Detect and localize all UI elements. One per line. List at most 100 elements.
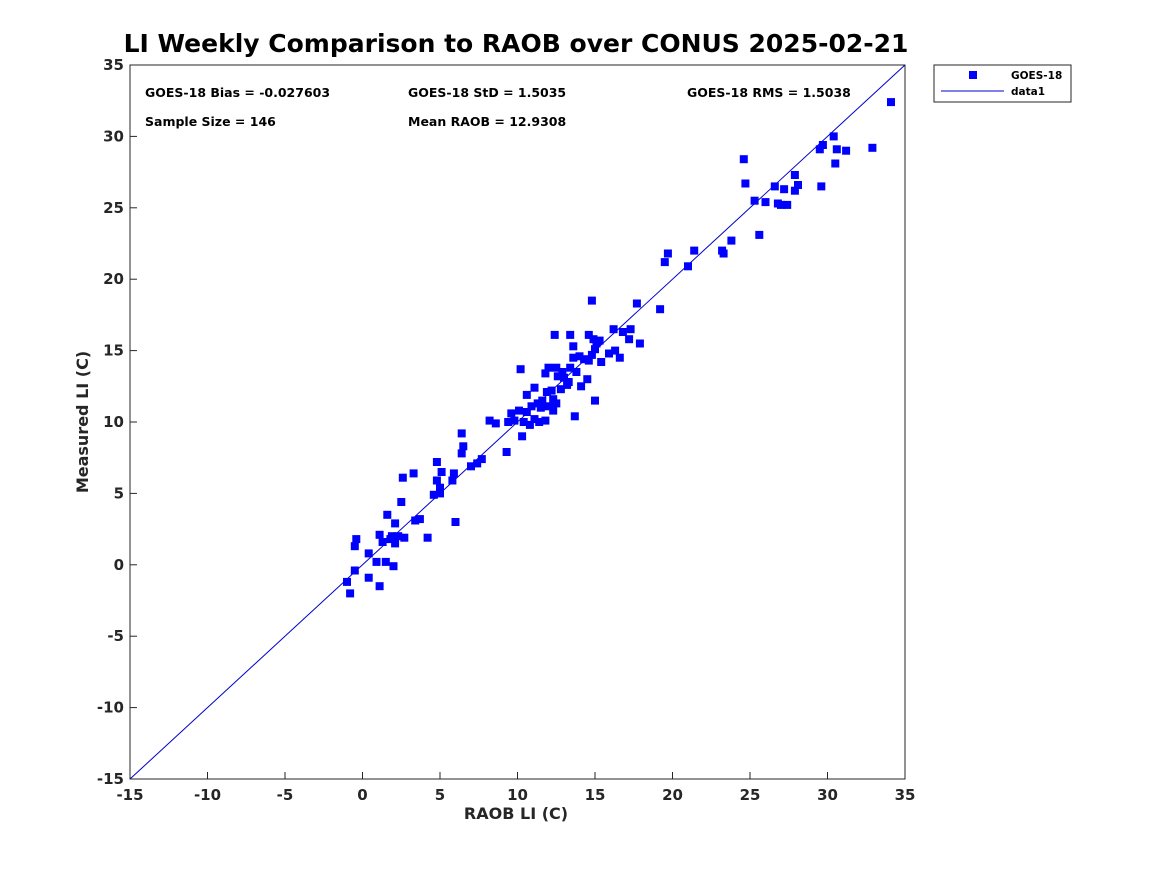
x-tick-label: 35: [895, 786, 916, 804]
data-point: [727, 236, 736, 245]
data-point: [378, 538, 387, 546]
data-point: [375, 530, 384, 539]
x-tick-label: -10: [194, 786, 221, 804]
x-axis-label: RAOB LI (C): [464, 804, 568, 823]
data-point: [615, 353, 624, 362]
data-point: [583, 375, 592, 384]
data-point: [832, 145, 841, 154]
stat-std: GOES-18 StD = 1.5035: [408, 85, 566, 100]
data-point: [429, 490, 438, 499]
data-point: [457, 449, 466, 458]
y-tick-label: 15: [103, 342, 124, 360]
data-point: [389, 562, 398, 571]
x-tick-label: 20: [662, 786, 683, 804]
data-point: [842, 146, 851, 155]
data-point: [530, 383, 539, 392]
data-point: [635, 339, 644, 348]
data-point: [831, 159, 840, 168]
data-point: [398, 473, 407, 482]
data-point: [663, 249, 672, 258]
y-tick-label: 5: [114, 484, 124, 502]
data-point: [535, 418, 544, 426]
data-point: [364, 549, 373, 558]
data-point: [719, 249, 728, 258]
x-tick-label: 25: [740, 786, 761, 804]
data-point: [868, 143, 877, 152]
data-point: [829, 132, 838, 141]
data-point: [541, 369, 550, 378]
data-point: [549, 406, 558, 415]
data-point: [522, 390, 531, 399]
data-point: [485, 416, 494, 425]
data-point: [409, 469, 418, 478]
stat-bias: GOES-18 Bias = -0.027603: [145, 85, 330, 100]
data-point: [473, 459, 482, 468]
x-tick-label: 0: [357, 786, 367, 804]
data-point: [547, 386, 556, 395]
data-point: [451, 518, 460, 526]
data-point: [411, 516, 420, 525]
data-point: [542, 388, 551, 396]
data-point: [626, 325, 635, 334]
data-point: [584, 330, 593, 339]
data-point: [597, 358, 606, 366]
data-point: [790, 186, 799, 195]
data-point: [536, 403, 545, 412]
data-point: [572, 368, 581, 376]
data-point: [436, 483, 444, 492]
data-point: [556, 385, 565, 394]
data-point: [569, 342, 578, 351]
stat-rms: GOES-18 RMS = 1.5038: [687, 85, 851, 100]
data-point: [400, 533, 409, 542]
data-point: [595, 336, 604, 345]
data-point: [381, 557, 390, 566]
data-point: [518, 432, 527, 441]
data-point: [538, 396, 547, 405]
x-tick-label: 10: [507, 786, 528, 804]
data-point: [589, 335, 598, 344]
data-point: [660, 258, 669, 267]
data-point: [625, 335, 634, 344]
data-point: [541, 416, 550, 425]
data-point: [432, 458, 441, 466]
data-point: [577, 382, 586, 391]
x-tick-label: -15: [116, 786, 143, 804]
data-point: [575, 352, 584, 361]
data-point: [375, 582, 384, 591]
data-point: [436, 489, 444, 498]
data-point: [449, 469, 458, 478]
data-point: [346, 589, 355, 598]
data-point: [580, 355, 589, 364]
data-point: [741, 179, 750, 188]
data-point: [587, 350, 596, 359]
data-point: [522, 408, 531, 416]
data-point: [510, 416, 519, 425]
data-point: [684, 262, 692, 271]
data-point: [502, 448, 511, 456]
data-point: [584, 356, 593, 365]
data-point: [387, 532, 396, 541]
data-point: [459, 442, 468, 451]
data-point: [343, 577, 351, 586]
data-point: [690, 246, 699, 255]
data-point: [352, 535, 361, 544]
data-point: [570, 412, 579, 421]
data-point: [618, 328, 627, 336]
data-point: [569, 353, 578, 362]
data-point: [477, 455, 486, 464]
legend: GOES-18 data1: [933, 64, 1072, 103]
data-point: [544, 363, 553, 372]
data-point: [423, 533, 432, 542]
data-point: [507, 409, 516, 418]
data-point: [564, 378, 573, 386]
data-point: [611, 346, 620, 355]
data-point: [533, 399, 542, 408]
data-point: [783, 200, 792, 209]
data-point: [397, 498, 406, 506]
data-point: [780, 185, 789, 194]
legend-box: [933, 64, 1072, 103]
y-tick-label: -10: [97, 699, 124, 717]
x-tick-label: 5: [435, 786, 445, 804]
data-point: [558, 368, 567, 376]
y-tick-label: -15: [97, 770, 124, 788]
